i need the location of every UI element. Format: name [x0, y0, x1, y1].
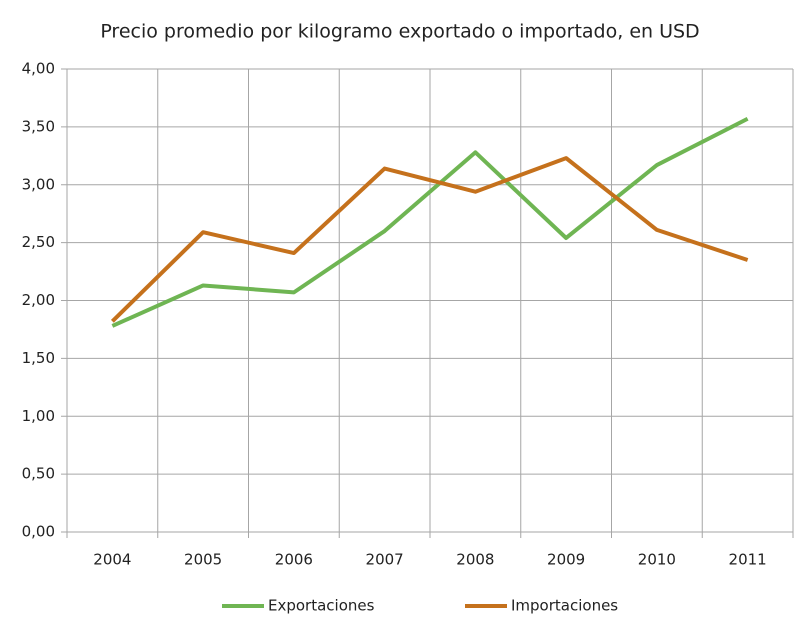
y-tick-label: 0,50	[22, 465, 55, 483]
y-tick-label: 2,50	[22, 233, 55, 251]
y-tick-label: 2,00	[22, 291, 55, 309]
x-tick-label: 2004	[93, 551, 131, 569]
chart-title: Precio promedio por kilogramo exportado …	[100, 21, 699, 43]
y-tick-label: 4,00	[22, 60, 55, 78]
x-tick-label: 2005	[184, 551, 222, 569]
x-tick-label: 2011	[729, 551, 767, 569]
legend-label: Importaciones	[511, 597, 618, 615]
y-tick-label: 1,00	[22, 407, 55, 425]
x-tick-label: 2010	[638, 551, 676, 569]
x-tick-label: 2008	[456, 551, 494, 569]
legend-label: Exportaciones	[268, 597, 375, 615]
x-tick-label: 2009	[547, 551, 585, 569]
y-tick-label: 3,00	[22, 175, 55, 193]
y-tick-label: 3,50	[22, 117, 55, 135]
series-line	[111, 116, 749, 328]
series-line	[110, 156, 749, 323]
x-tick-label: 2007	[366, 551, 404, 569]
x-tick-label: 2006	[275, 551, 313, 569]
y-tick-label: 0,00	[22, 523, 55, 541]
y-tick-label: 1,50	[22, 349, 55, 367]
